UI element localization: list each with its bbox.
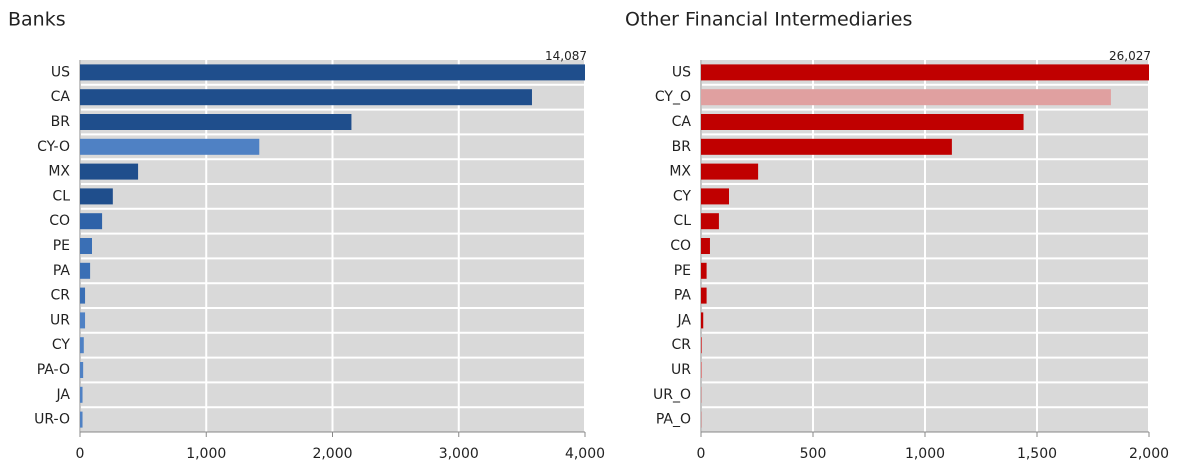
- bar: [80, 89, 532, 106]
- value-label: 14,087: [545, 49, 587, 63]
- y-tick-label: PA_O: [656, 412, 691, 428]
- bar: [701, 238, 710, 254]
- bar: [80, 188, 113, 205]
- y-tick-label: CY-O: [37, 139, 70, 155]
- x-tick-label: 4,000: [565, 446, 605, 462]
- y-tick-label: CY_O: [655, 89, 691, 105]
- bar: [80, 386, 83, 403]
- y-tick-label: CL: [673, 213, 691, 229]
- bars: [80, 64, 585, 428]
- y-tick-label: UR: [50, 312, 70, 328]
- bar: [701, 89, 1111, 106]
- y-tick-label: CO: [49, 213, 70, 229]
- y-tick-label: PE: [53, 238, 70, 254]
- bar: [80, 64, 585, 81]
- bar: [701, 287, 707, 304]
- chart-title: Banks: [8, 9, 66, 31]
- x-tick-label: 0: [76, 446, 85, 462]
- y-tick-label: US: [672, 64, 691, 80]
- bar: [701, 114, 1024, 130]
- y-tick-label: BR: [51, 114, 71, 130]
- y-tick-label: UR-O: [34, 412, 70, 428]
- y-tick-label: PA: [674, 288, 692, 304]
- y-tick-label: MX: [48, 164, 70, 180]
- bar: [701, 163, 759, 180]
- x-tick-label: 2,000: [1129, 446, 1169, 462]
- y-tick-label: UR: [671, 362, 691, 378]
- bar: [701, 138, 952, 155]
- x-tick-label: 1,500: [1017, 446, 1057, 462]
- x-tick-label: 500: [800, 446, 827, 462]
- bar: [80, 238, 92, 254]
- y-tick-label: CO: [670, 238, 691, 254]
- x-tick-label: 3,000: [439, 446, 479, 462]
- bar: [701, 262, 707, 279]
- bar: [80, 114, 352, 130]
- y-tick-label: CA: [672, 114, 692, 130]
- y-tick-label: CY: [52, 337, 71, 353]
- y-tick-label: JA: [56, 387, 71, 403]
- bar: [701, 312, 704, 329]
- y-tick-label: PA: [53, 263, 71, 279]
- y-tick-label: PE: [674, 263, 691, 279]
- bar: [80, 213, 103, 230]
- bar: [80, 262, 91, 279]
- chart-title: Other Financial Intermediaries: [625, 9, 912, 31]
- bar: [80, 411, 83, 428]
- x-tick-label: 1,000: [186, 446, 226, 462]
- y-tick-label: MX: [669, 164, 691, 180]
- y-tick-label: CR: [671, 337, 691, 353]
- bar: [701, 64, 1149, 81]
- bar: [701, 337, 702, 354]
- bar: [80, 312, 86, 329]
- y-tick-label: CY: [673, 188, 692, 204]
- x-tick-label: 0: [697, 446, 706, 462]
- x-tick-label: 2,000: [312, 446, 352, 462]
- bar: [80, 362, 84, 378]
- y-tick-label: JA: [677, 312, 692, 328]
- bars: [701, 64, 1149, 428]
- y-tick-label: UR_O: [653, 387, 691, 403]
- y-tick-label: CR: [50, 288, 70, 304]
- x-tick-label: 1,000: [905, 446, 945, 462]
- bar: [701, 213, 719, 230]
- bar: [701, 188, 729, 205]
- bar: [80, 337, 84, 354]
- y-tick-label: PA-O: [37, 362, 70, 378]
- bar: [80, 138, 260, 155]
- bar: [80, 163, 139, 180]
- y-tick-label: US: [51, 64, 70, 80]
- y-tick-label: CA: [51, 89, 71, 105]
- y-tick-label: CL: [52, 188, 70, 204]
- bar: [80, 287, 86, 304]
- y-tick-label: BR: [672, 139, 692, 155]
- value-label: 26,027: [1109, 49, 1151, 63]
